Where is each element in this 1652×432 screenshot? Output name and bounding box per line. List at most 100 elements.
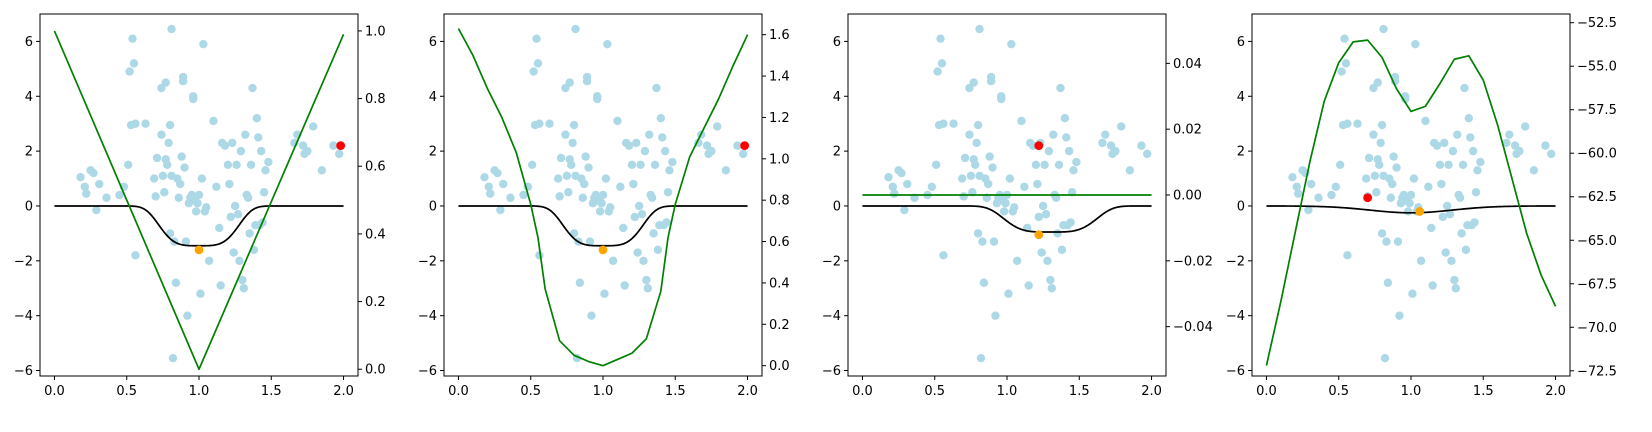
scatter-point	[598, 190, 608, 200]
scatter-point	[193, 199, 202, 208]
scatter-point	[564, 188, 573, 197]
scatter-point	[1116, 122, 1126, 131]
scatter-point	[527, 160, 537, 170]
y2-tick-label: 0.8	[365, 92, 386, 107]
scatter-point	[1473, 166, 1482, 175]
scatter-point	[165, 120, 175, 130]
scatter-point	[1056, 83, 1065, 93]
scatter-point	[228, 138, 237, 148]
scatter-point	[1448, 146, 1458, 156]
subplot-4: 0.0 0.5 1.0 1.5 2.0 −6 −4 −2 0 2 4 6 −72.5 −70.0 −67.5…	[1226, 13, 1617, 399]
scatter-point	[1401, 94, 1410, 104]
scatter-point	[177, 152, 186, 161]
next-point-marker	[740, 141, 750, 151]
scatter-point	[1470, 218, 1479, 227]
scatter-point	[1447, 256, 1456, 266]
y2-tick-label: −72.5	[1577, 364, 1617, 379]
scatter-point	[562, 171, 572, 181]
scatter-point	[245, 229, 254, 238]
scatter-point	[571, 24, 580, 34]
scatter-point	[1288, 172, 1297, 182]
y2-tick-label: 1.6	[769, 28, 790, 43]
scatter-point	[624, 141, 634, 150]
scatter-point	[241, 130, 250, 139]
scatter-point	[584, 163, 593, 172]
scatter-point	[1393, 237, 1403, 246]
scatter-point	[1331, 182, 1341, 191]
scatter-point	[486, 189, 495, 198]
scatter-point	[1001, 199, 1010, 208]
y-tick-label: 2	[833, 145, 841, 160]
scatter-point	[1101, 130, 1110, 139]
scatter-point	[989, 237, 999, 246]
x-tick-label: 1.0	[189, 384, 210, 399]
y-tick-label: 4	[429, 90, 437, 105]
scatter-point	[1307, 179, 1316, 189]
scatter-point	[529, 67, 538, 76]
scatter-point	[252, 114, 262, 123]
scatter-point	[556, 153, 566, 163]
y2-tick-label: 0.4	[769, 276, 790, 291]
scatter-point	[1441, 248, 1450, 257]
y-tick-label: 6	[429, 35, 437, 50]
y2-tick-label: −0.04	[1173, 320, 1213, 335]
scatter-point	[969, 78, 978, 87]
x-tick-label: 0.0	[852, 384, 873, 399]
scatter-point	[239, 284, 249, 293]
scatter-point	[191, 207, 201, 216]
scatter-point	[181, 237, 191, 246]
y-tick-label: −2	[822, 254, 841, 269]
scatter-point	[180, 163, 189, 172]
scatter-point	[1137, 141, 1146, 150]
scatter-point	[236, 146, 246, 156]
scatter-point	[933, 67, 942, 76]
scatter-point	[480, 172, 489, 182]
scatter-point	[1409, 174, 1419, 183]
scatter-point	[601, 174, 611, 183]
scatter-point	[978, 237, 987, 246]
scatter-point	[1327, 190, 1336, 200]
scatter-point	[189, 94, 198, 104]
scatter-point	[1049, 130, 1058, 139]
scatter-point	[1529, 166, 1539, 175]
y2-tick-label: 1.2	[769, 111, 790, 126]
scatter-point	[1369, 130, 1378, 139]
scatter-point	[1043, 256, 1052, 266]
scatter-point	[1337, 67, 1346, 76]
scatter-point	[1453, 130, 1462, 139]
scatter-point	[1292, 182, 1302, 191]
scatter-point	[248, 83, 257, 93]
plot-area	[1265, 24, 1557, 366]
scatter-point	[1405, 199, 1414, 208]
scatter-point	[1502, 138, 1511, 148]
scatter-point	[157, 130, 166, 139]
scatter-point	[131, 251, 140, 260]
scatter-point	[1007, 39, 1016, 49]
scatter-point	[246, 160, 256, 170]
scatter-point	[663, 188, 673, 197]
scatter-point	[939, 251, 948, 260]
x-tick-label: 2.0	[737, 384, 758, 399]
scatter-point	[1403, 207, 1413, 216]
scatter-point	[76, 172, 85, 182]
scatter-point	[975, 24, 984, 34]
scatter-point	[1520, 122, 1530, 131]
scatter-point	[532, 34, 541, 43]
scatter-point	[1388, 179, 1397, 189]
best-point-marker	[1034, 230, 1044, 240]
scatter-point	[92, 205, 101, 215]
acquisition-curve-line	[1265, 39, 1557, 366]
scatter-point	[493, 168, 502, 178]
x-tick-label: 2.0	[1545, 384, 1566, 399]
scatter-point	[973, 120, 983, 130]
next-point-marker	[336, 141, 346, 151]
scatter-point	[927, 182, 937, 191]
scatter-point	[125, 67, 134, 76]
scatter-point	[506, 193, 515, 202]
scatter-point	[141, 119, 150, 128]
scatter-point	[80, 182, 90, 191]
scatter-point	[1460, 83, 1469, 93]
scatter-point	[317, 166, 327, 175]
scatter-point	[1377, 229, 1387, 238]
scatter-point	[212, 182, 221, 191]
